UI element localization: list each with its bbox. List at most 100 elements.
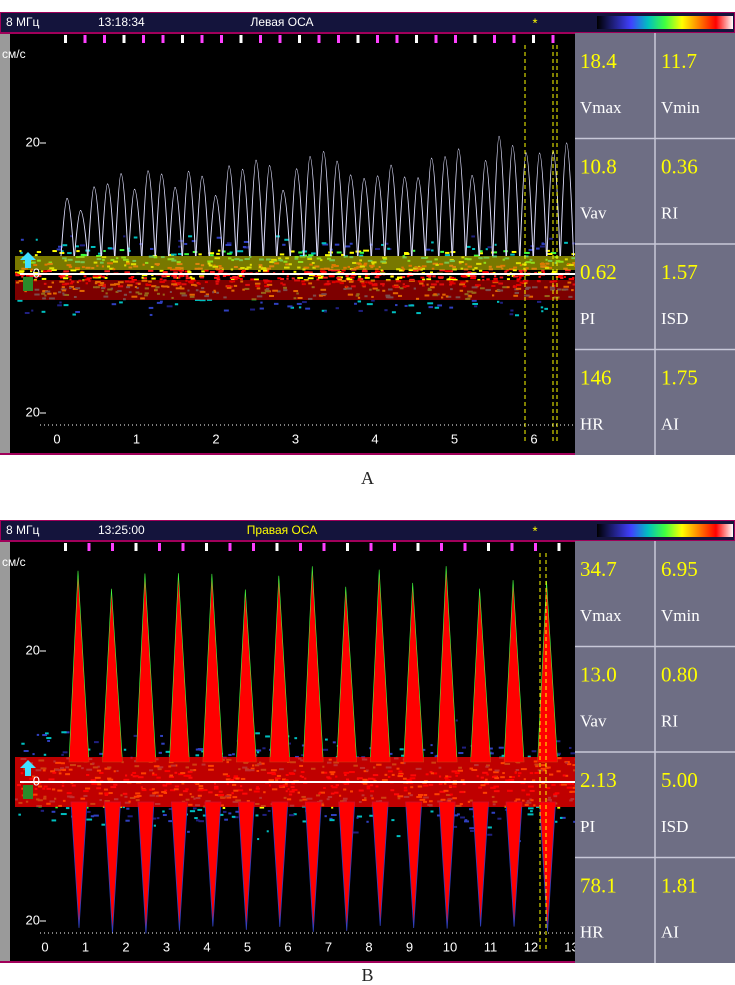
spectrum-cell bbox=[363, 249, 369, 252]
spectrum-cell bbox=[199, 299, 206, 302]
spectrum-cell bbox=[57, 304, 62, 307]
spectrum-cell bbox=[36, 733, 40, 736]
spectrum-cell bbox=[334, 243, 340, 246]
param-value: 2.13 bbox=[580, 768, 617, 792]
spectrum-cell bbox=[250, 308, 256, 311]
systolic-envelope bbox=[263, 164, 277, 257]
spectrum-cell bbox=[226, 242, 232, 245]
spectrum-cell bbox=[434, 306, 440, 309]
param-label: PI bbox=[580, 309, 595, 328]
spectrum-cell bbox=[351, 271, 356, 274]
systolic-envelope bbox=[141, 170, 156, 257]
systolic-envelope bbox=[492, 135, 507, 257]
x-tick-label: 0 bbox=[53, 431, 60, 446]
spectrum-cell bbox=[500, 301, 503, 304]
spectrum-cell bbox=[222, 806, 226, 809]
spectrum-cell bbox=[64, 731, 70, 734]
spectrum-cell bbox=[187, 830, 190, 833]
spectrum-cell bbox=[290, 306, 295, 309]
spectrum-cell bbox=[506, 269, 509, 272]
param-label: ISD bbox=[661, 309, 688, 328]
spectrum-cell bbox=[75, 245, 79, 248]
spectrum-cell bbox=[329, 819, 335, 822]
spectrum-cell bbox=[528, 807, 534, 810]
systolic-envelope bbox=[398, 176, 412, 257]
param-value: 0.80 bbox=[661, 662, 698, 686]
header-bar bbox=[0, 12, 735, 34]
spectrum-cell bbox=[133, 236, 138, 239]
spectrum-cell bbox=[336, 276, 341, 279]
spectrum-cell bbox=[437, 304, 443, 307]
spectrum-cell bbox=[291, 277, 295, 280]
spectrum-cell bbox=[286, 275, 289, 278]
spectrum-cell bbox=[15, 271, 20, 274]
spectrum-cell bbox=[491, 811, 496, 814]
beat-marker bbox=[161, 35, 165, 43]
spectrum-cell bbox=[430, 751, 434, 754]
spectrum-cell bbox=[40, 270, 45, 273]
spectrum-cell bbox=[188, 235, 193, 238]
spectrum-cell bbox=[62, 244, 68, 247]
spectrum-cell bbox=[127, 815, 133, 818]
spectrum-cell bbox=[56, 248, 62, 251]
spectrum-cell bbox=[67, 252, 72, 255]
spectrum-cell bbox=[324, 815, 327, 818]
caption: A bbox=[361, 468, 374, 488]
spectrum-cell bbox=[287, 305, 293, 308]
spectrum-cell bbox=[349, 251, 354, 254]
spectrum-cell bbox=[330, 814, 337, 817]
spectrum-cell bbox=[59, 301, 62, 304]
spectrum-cell bbox=[34, 254, 38, 257]
spectrum-cell bbox=[241, 270, 245, 273]
spectrum-cell bbox=[19, 270, 25, 273]
y-tick-label: 20 bbox=[26, 642, 40, 657]
beat-marker bbox=[369, 543, 373, 551]
x-tick-label: 4 bbox=[203, 939, 210, 954]
spectrum-cell bbox=[487, 246, 492, 249]
spectrum-cell bbox=[215, 274, 220, 277]
spectrum-cell bbox=[266, 830, 269, 833]
spectrum-cell bbox=[395, 304, 398, 307]
spectrum-cell bbox=[388, 752, 393, 755]
spectrum-cell bbox=[238, 274, 242, 277]
spectrum-cell bbox=[87, 810, 91, 813]
param-value: 1.57 bbox=[661, 260, 698, 284]
spectrum-cell bbox=[218, 270, 223, 273]
systolic-envelope bbox=[438, 156, 453, 257]
caption: B bbox=[361, 965, 374, 985]
param-value: 6.95 bbox=[661, 557, 698, 581]
spectrum-cell bbox=[563, 275, 566, 278]
systolic-envelope bbox=[560, 142, 574, 257]
spectrum-cell bbox=[452, 277, 457, 280]
spectrum-cell bbox=[17, 299, 23, 302]
spectrum-cell bbox=[202, 814, 208, 817]
spectrum-cell bbox=[47, 739, 51, 742]
systolic-envelope bbox=[209, 194, 223, 257]
spectrum-cell bbox=[61, 753, 64, 756]
param-label: Vav bbox=[580, 711, 607, 730]
y-tick-label: 0 bbox=[33, 265, 40, 280]
spectrum-cell bbox=[15, 274, 20, 277]
spectrum-cell bbox=[43, 753, 47, 756]
spectrum-cell bbox=[518, 269, 523, 272]
spectrum-cell bbox=[400, 276, 406, 279]
param-value: 146 bbox=[580, 365, 612, 389]
spectrum-cell bbox=[329, 275, 335, 278]
spectrum-cell bbox=[192, 807, 196, 810]
beat-marker bbox=[205, 543, 208, 551]
spectrum-cell bbox=[63, 304, 69, 307]
x-tick-label: 10 bbox=[443, 939, 457, 954]
spectrum-cell bbox=[356, 816, 359, 819]
spectrum-cell bbox=[432, 275, 436, 278]
spectrum-cell bbox=[282, 270, 285, 273]
spectrum-cell bbox=[99, 752, 105, 755]
param-value: 13.0 bbox=[580, 662, 617, 686]
spectrum-cell bbox=[52, 250, 57, 253]
spectrum-cell bbox=[260, 301, 263, 304]
bottom-border bbox=[0, 453, 575, 455]
param-label: ISD bbox=[661, 817, 688, 836]
spectrum-cell bbox=[359, 251, 364, 254]
spectrum-cell bbox=[399, 748, 404, 751]
param-value: 0.62 bbox=[580, 260, 617, 284]
spectrum-cell bbox=[349, 242, 353, 245]
